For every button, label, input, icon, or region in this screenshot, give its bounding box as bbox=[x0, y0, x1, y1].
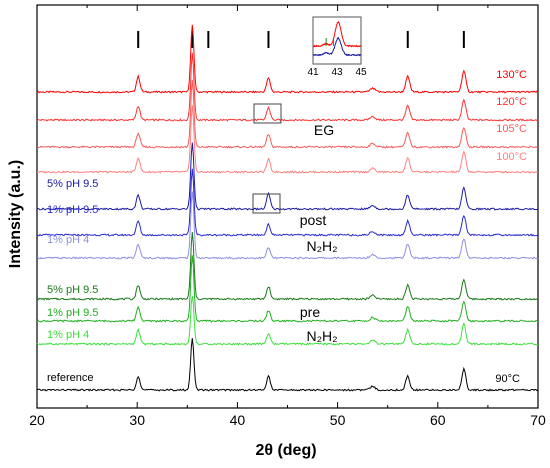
series-labels: 130°C 120°C 105°C 100°C 5% pH 9.5 1% pH 9.5 1%… bbox=[47, 69, 527, 384]
series-label: 1% pH 4 bbox=[47, 329, 89, 341]
x-tick-label: 50 bbox=[330, 412, 346, 428]
series-label: 100°C bbox=[496, 151, 527, 163]
series-label: 1% pH 4 bbox=[47, 234, 89, 246]
series-label: 5% pH 9.5 bbox=[47, 178, 98, 190]
x-tick-label: 30 bbox=[129, 412, 145, 428]
chart-annotation: post bbox=[300, 212, 327, 228]
series-trace bbox=[36, 191, 539, 260]
series-label: 105°C bbox=[496, 123, 527, 135]
series-traces bbox=[36, 24, 539, 392]
inset-trace bbox=[312, 20, 362, 48]
x-tick-label: 40 bbox=[230, 412, 246, 428]
x-tick-label: 20 bbox=[29, 412, 45, 428]
chart-annotation: 90°C bbox=[495, 373, 520, 385]
series-trace bbox=[36, 295, 539, 346]
series-trace bbox=[36, 255, 539, 323]
series-label: 1% pH 9.5 bbox=[47, 204, 98, 216]
highlight-box bbox=[252, 193, 281, 214]
x-axis-title: 2θ (deg) bbox=[255, 442, 316, 459]
chart-annotation: N₂H₂ bbox=[306, 238, 337, 254]
series-trace bbox=[36, 338, 539, 392]
x-tick-label: 70 bbox=[530, 412, 546, 428]
series-trace bbox=[36, 24, 539, 94]
x-axis: 20 30 40 50 60 70 bbox=[29, 5, 546, 428]
series-trace bbox=[36, 79, 539, 149]
series-label: 130°C bbox=[496, 69, 527, 81]
inset-tick-label: 45 bbox=[355, 67, 367, 78]
series-label: 1% pH 9.5 bbox=[47, 307, 98, 319]
series-label: 120°C bbox=[496, 96, 527, 108]
inset-zoom: 41 43 45 bbox=[307, 16, 367, 78]
x-tick-label: 60 bbox=[430, 412, 446, 428]
series-trace bbox=[36, 168, 539, 237]
chart-annotation: EG bbox=[314, 122, 334, 138]
annotations: 90°C EG post N₂H₂ pre N₂H₂ bbox=[300, 122, 520, 385]
series-label: 5% pH 9.5 bbox=[47, 284, 98, 296]
reference-lines bbox=[137, 31, 465, 48]
plot-border bbox=[36, 4, 539, 409]
y-axis-title: Intensity (a.u.) bbox=[7, 160, 24, 268]
plot-frame bbox=[36, 4, 539, 409]
series-label: reference bbox=[47, 372, 93, 384]
series-trace bbox=[36, 105, 539, 174]
chart-annotation: pre bbox=[300, 304, 320, 320]
series-trace bbox=[36, 142, 539, 211]
series-trace bbox=[36, 232, 539, 301]
highlight-boxes bbox=[252, 103, 282, 214]
inset-tick-label: 41 bbox=[307, 67, 319, 78]
highlight-box bbox=[253, 103, 282, 124]
series-trace bbox=[36, 52, 539, 122]
inset-trace bbox=[312, 36, 362, 57]
chart-annotation: N₂H₂ bbox=[306, 328, 337, 344]
inset-tick-label: 43 bbox=[331, 67, 343, 78]
